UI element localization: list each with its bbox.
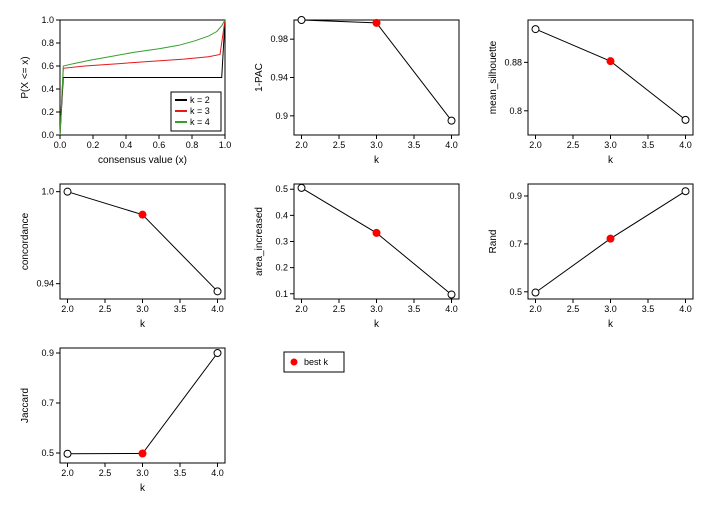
svg-text:2.5: 2.5	[99, 468, 112, 478]
svg-text:k: k	[140, 319, 146, 330]
svg-text:2.5: 2.5	[333, 304, 346, 314]
svg-text:2.0: 2.0	[529, 304, 542, 314]
svg-text:2.5: 2.5	[567, 304, 580, 314]
svg-text:0.9: 0.9	[509, 191, 522, 201]
svg-text:4.0: 4.0	[445, 140, 458, 150]
svg-text:0.6: 0.6	[41, 61, 54, 71]
svg-text:k = 3: k = 3	[190, 106, 210, 116]
svg-text:k: k	[374, 155, 380, 166]
svg-text:0.5: 0.5	[275, 184, 288, 194]
svg-text:0.3: 0.3	[275, 237, 288, 247]
svg-text:3.0: 3.0	[136, 304, 149, 314]
svg-text:best k: best k	[304, 357, 329, 367]
svg-text:3.5: 3.5	[174, 468, 187, 478]
svg-text:0.0: 0.0	[54, 140, 67, 150]
svg-text:0.5: 0.5	[509, 287, 522, 297]
metric-concordance: 2.0 2.5 3.0 3.5 4.0 0.94 1.0 k concordance	[10, 174, 240, 334]
svg-text:0.0: 0.0	[41, 130, 54, 140]
svg-text:k: k	[608, 319, 614, 330]
svg-text:3.0: 3.0	[370, 304, 383, 314]
svg-text:0.4: 0.4	[120, 140, 133, 150]
svg-text:2.0: 2.0	[61, 304, 74, 314]
svg-text:4.0: 4.0	[211, 468, 224, 478]
ecdf-chart: 0.0 0.2 0.4 0.6 0.8 1.0 0.0 0.2 0.4 0.6 0.8 1.0 cons…	[10, 10, 240, 170]
metric-Rand: 2.0 2.5 3.0 3.5 4.0 0.5 0.7 0.9 k Rand	[478, 174, 708, 334]
svg-text:0.8: 0.8	[509, 106, 522, 116]
svg-text:2.5: 2.5	[99, 304, 112, 314]
metric-1-PAC: 2.0 2.5 3.0 3.5 4.0 0.9 0.94 0.98 k 1-PAC	[244, 10, 474, 170]
svg-text:P(X <= x): P(X <= x)	[20, 56, 31, 98]
svg-text:0.7: 0.7	[509, 239, 522, 249]
svg-text:0.7: 0.7	[41, 398, 54, 408]
svg-text:3.5: 3.5	[408, 304, 421, 314]
svg-text:1-PAC: 1-PAC	[254, 63, 265, 92]
svg-text:k = 2: k = 2	[190, 95, 210, 105]
svg-text:0.1: 0.1	[275, 289, 288, 299]
svg-text:3.5: 3.5	[174, 304, 187, 314]
svg-text:3.5: 3.5	[642, 304, 655, 314]
svg-text:0.6: 0.6	[153, 140, 166, 150]
svg-text:0.88: 0.88	[504, 57, 522, 67]
svg-text:0.2: 0.2	[41, 107, 54, 117]
metric-mean_silhouette: 2.0 2.5 3.0 3.5 4.0 0.8 0.88 k mean_silhouette	[478, 10, 708, 170]
svg-text:2.0: 2.0	[295, 304, 308, 314]
svg-text:4.0: 4.0	[679, 304, 692, 314]
svg-text:0.9: 0.9	[275, 111, 288, 121]
svg-text:1.0: 1.0	[41, 15, 54, 25]
svg-text:1.0: 1.0	[41, 187, 54, 197]
svg-text:3.0: 3.0	[370, 140, 383, 150]
svg-text:0.94: 0.94	[270, 73, 288, 83]
svg-text:k = 4: k = 4	[190, 117, 210, 127]
svg-text:0.5: 0.5	[41, 448, 54, 458]
svg-text:0.8: 0.8	[41, 38, 54, 48]
svg-text:k: k	[374, 319, 380, 330]
svg-text:1.0: 1.0	[219, 140, 232, 150]
svg-text:0.4: 0.4	[41, 84, 54, 94]
svg-text:0.94: 0.94	[36, 279, 54, 289]
bestk-legend: best k	[244, 338, 474, 498]
svg-text:Rand: Rand	[488, 230, 499, 254]
svg-text:3.0: 3.0	[604, 140, 617, 150]
svg-text:2.5: 2.5	[567, 140, 580, 150]
svg-text:consensus value (x): consensus value (x)	[98, 155, 187, 166]
svg-text:3.0: 3.0	[136, 468, 149, 478]
svg-text:2.0: 2.0	[529, 140, 542, 150]
svg-text:0.2: 0.2	[87, 140, 100, 150]
svg-text:4.0: 4.0	[211, 304, 224, 314]
svg-text:3.0: 3.0	[604, 304, 617, 314]
svg-text:4.0: 4.0	[445, 304, 458, 314]
svg-text:3.5: 3.5	[642, 140, 655, 150]
svg-text:mean_silhouette: mean_silhouette	[488, 40, 499, 114]
svg-text:0.98: 0.98	[270, 34, 288, 44]
svg-text:0.2: 0.2	[275, 263, 288, 273]
metric-Jaccard: 2.0 2.5 3.0 3.5 4.0 0.5 0.7 0.9 k Jaccard	[10, 338, 240, 498]
svg-text:Jaccard: Jaccard	[20, 388, 31, 423]
svg-text:concordance: concordance	[20, 212, 31, 270]
svg-text:k: k	[608, 155, 614, 166]
svg-text:2.0: 2.0	[61, 468, 74, 478]
empty-cell	[478, 338, 708, 498]
svg-text:0.8: 0.8	[186, 140, 199, 150]
svg-text:k: k	[140, 483, 146, 494]
svg-text:2.0: 2.0	[295, 140, 308, 150]
svg-text:area_increased: area_increased	[254, 207, 265, 276]
svg-text:4.0: 4.0	[679, 140, 692, 150]
svg-text:2.5: 2.5	[333, 140, 346, 150]
svg-text:0.9: 0.9	[41, 348, 54, 358]
svg-text:3.5: 3.5	[408, 140, 421, 150]
svg-text:0.4: 0.4	[275, 210, 288, 220]
metric-area_increased: 2.0 2.5 3.0 3.5 4.0 0.1 0.2 0.3 0.4 0.5 k area_incr…	[244, 174, 474, 334]
